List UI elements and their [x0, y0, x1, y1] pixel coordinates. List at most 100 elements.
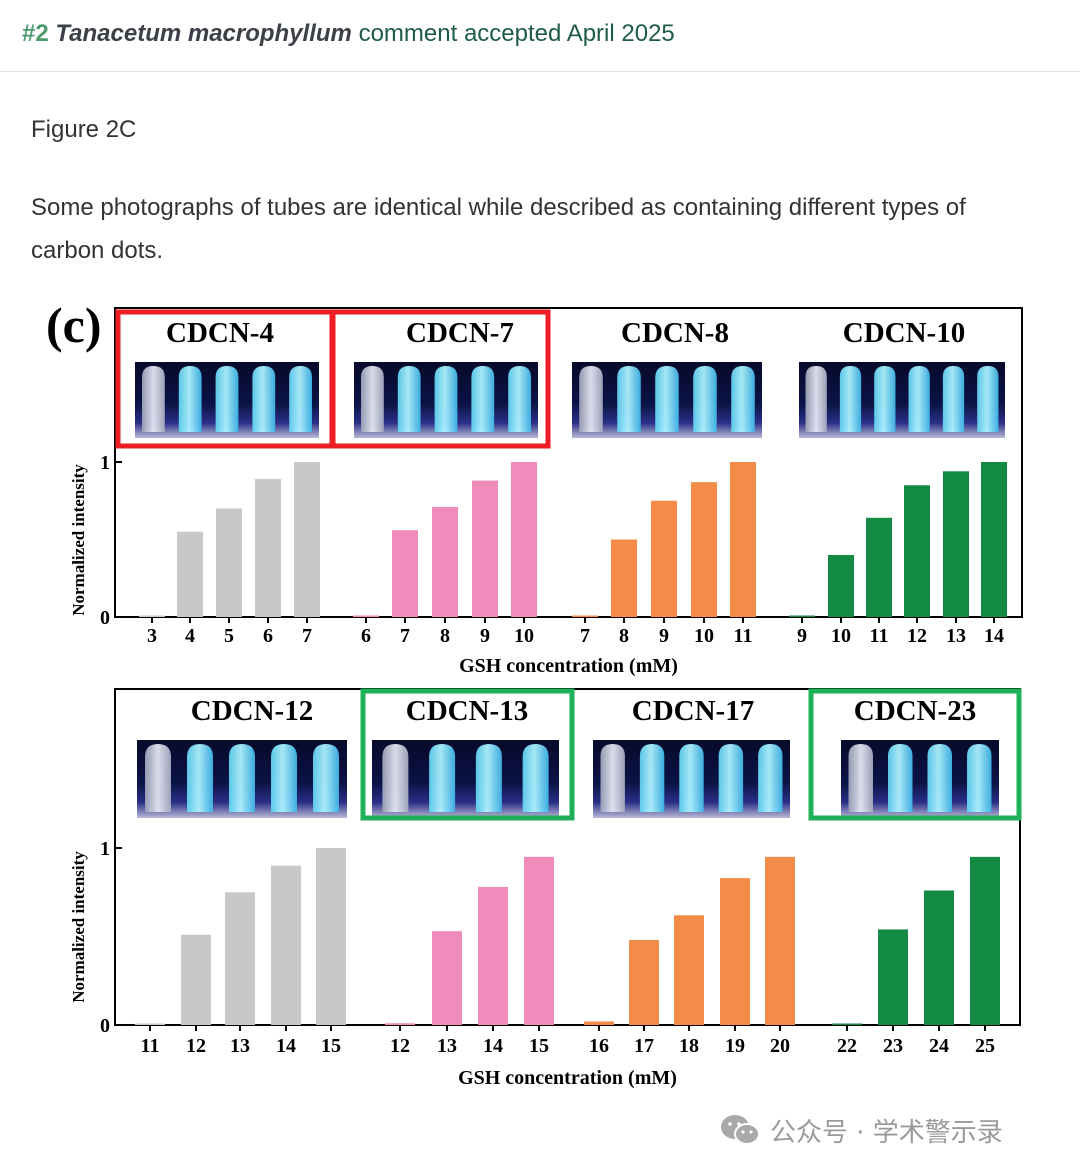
series-cdcn-7: CDCN-7 6 7 8 9 10 [353, 317, 538, 647]
tube [679, 744, 704, 812]
bar [225, 892, 255, 1025]
tube [977, 366, 999, 432]
x-tick-label: 10 [514, 625, 534, 647]
comment-header: #2 Tanacetum macrophyllum comment accept… [0, 0, 1080, 72]
bar [866, 517, 892, 617]
x-tick-label: 11 [734, 625, 753, 647]
x-tick-label: 11 [141, 1035, 160, 1057]
series-title: CDCN-17 [632, 695, 754, 727]
tube [429, 744, 456, 812]
tube [360, 366, 384, 432]
tube [639, 744, 665, 812]
bar [981, 462, 1007, 617]
tube-photo [572, 362, 762, 438]
bar [255, 479, 281, 617]
tube [313, 744, 339, 812]
chart-panel-2: 0 1 Normalized intensity GSH concentration … [69, 688, 1022, 1089]
tube [908, 366, 930, 432]
bar [392, 530, 418, 617]
tube [579, 366, 603, 432]
y-axis-label: Normalized intensity [69, 464, 88, 616]
y-tick-label: 1 [100, 452, 110, 474]
x-tick-label: 3 [147, 625, 157, 647]
tube-photo [137, 740, 347, 818]
bar [135, 1023, 165, 1025]
x-tick-label: 14 [984, 625, 1004, 647]
series-cdcn-12: CDCN-12 11 12 13 14 15 [135, 695, 347, 1057]
bar [271, 865, 301, 1025]
tube [382, 744, 409, 812]
series-title: CDCN-4 [166, 317, 274, 349]
tube [758, 744, 783, 812]
tube-photo [135, 362, 319, 438]
x-tick-label: 12 [186, 1035, 206, 1057]
series-title: CDCN-10 [843, 317, 965, 349]
x-axis-label: GSH concentration (mM) [458, 1067, 677, 1089]
x-tick-label: 10 [694, 625, 714, 647]
tube [141, 366, 165, 432]
tube [967, 744, 992, 812]
x-tick-label: 11 [870, 625, 889, 647]
y-axis-label: Normalized intensity [69, 851, 88, 1003]
bar [651, 500, 677, 617]
tube [434, 366, 458, 432]
tube [145, 744, 171, 812]
series-title: CDCN-12 [191, 695, 313, 727]
x-tick-label: 6 [263, 625, 273, 647]
tube-photo [799, 362, 1005, 438]
tube [617, 366, 641, 432]
series-cdcn-4: CDCN-4 3 4 5 6 7 [135, 317, 320, 647]
bar [472, 480, 498, 617]
tube [252, 366, 276, 432]
bar [432, 931, 462, 1025]
x-tick-label: 19 [725, 1035, 745, 1057]
bar [765, 856, 795, 1025]
y-tick-label: 1 [100, 838, 110, 860]
bar [181, 934, 211, 1025]
watermark: 公众号 · 学术警示录 [720, 1110, 1003, 1150]
tube [229, 744, 255, 812]
series-title: CDCN-13 [406, 695, 528, 727]
x-tick-label: 12 [390, 1035, 410, 1057]
x-tick-label: 9 [659, 625, 669, 647]
watermark-text: 公众号 · 学术警示录 [770, 1117, 1003, 1148]
wechat-icon [721, 1115, 760, 1145]
x-tick-label: 16 [589, 1035, 609, 1057]
bar [691, 482, 717, 617]
x-tick-label: 12 [907, 625, 927, 647]
x-tick-label: 7 [302, 625, 312, 647]
tube [655, 366, 679, 432]
x-tick-label: 14 [483, 1035, 503, 1057]
highlight-box-cdcn-23 [808, 688, 1022, 821]
bar [720, 878, 750, 1025]
bar [730, 462, 756, 617]
comment-status: comment accepted April 2025 [358, 20, 675, 47]
bar [832, 1023, 862, 1025]
x-tick-label: 13 [946, 625, 966, 647]
series-cdcn-13: CDCN-13 12 13 14 15 [372, 695, 559, 1057]
x-tick-label: 25 [975, 1035, 995, 1057]
bar [789, 615, 815, 617]
series-cdcn-23: CDCN-23 22 23 24 25 [832, 695, 1000, 1057]
x-tick-label: 7 [580, 625, 590, 647]
tube [471, 366, 495, 432]
x-tick-label: 4 [185, 625, 195, 647]
tube [600, 744, 625, 812]
tube [927, 744, 952, 812]
tube [805, 366, 827, 432]
highlight-box-cdcn-13 [360, 688, 575, 821]
tube [271, 744, 297, 812]
bar [316, 848, 346, 1025]
species-name[interactable]: Tanacetum macrophyllum [55, 20, 352, 47]
tube [187, 744, 213, 812]
x-tick-label: 6 [361, 625, 371, 647]
tube-photo [593, 740, 790, 818]
bar [294, 462, 320, 617]
x-tick-label: 13 [230, 1035, 250, 1057]
x-tick-label: 9 [480, 625, 490, 647]
x-tick-label: 15 [321, 1035, 341, 1057]
bar [828, 555, 854, 617]
series-title: CDCN-23 [854, 695, 976, 727]
x-tick-label: 24 [929, 1035, 949, 1057]
figure-label: Figure 2C [31, 116, 137, 143]
